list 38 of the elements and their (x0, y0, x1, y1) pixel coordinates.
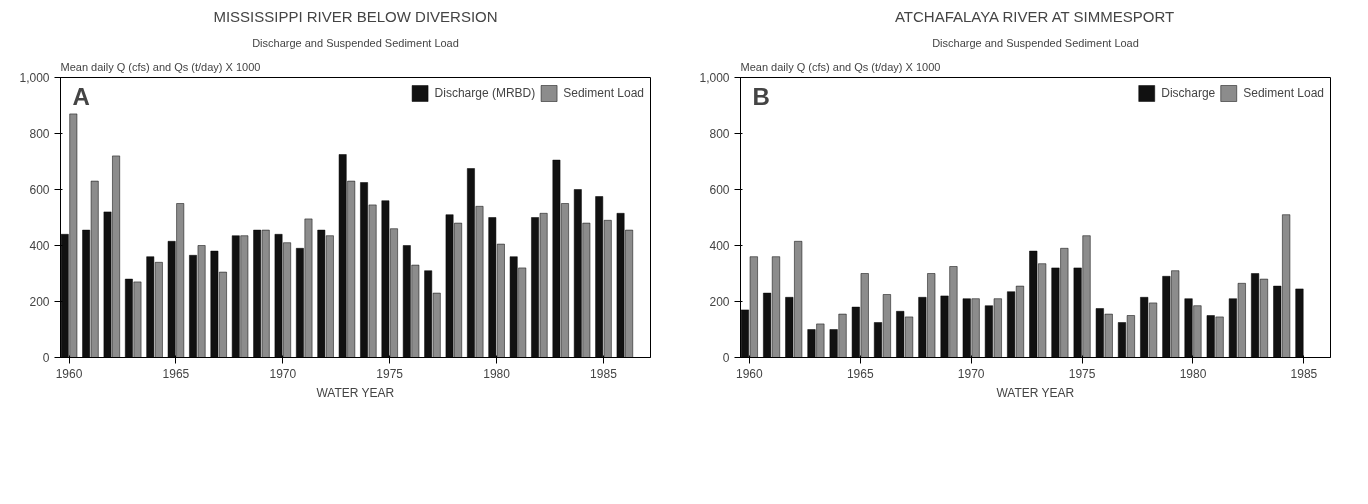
y-axis-title: Mean daily Q (cfs) and Qs (t/day) X 1000 (740, 60, 941, 73)
y-tick-label: 200 (709, 295, 730, 309)
y-tick-label: 800 (29, 127, 50, 141)
x-tick-label: 1975 (1068, 366, 1096, 381)
legend-label: Sediment Load (1243, 86, 1324, 100)
x-tick-label: 1975 (376, 366, 404, 381)
x-tick-label: 1970 (269, 366, 297, 381)
x-tick-label: 1980 (483, 366, 511, 381)
legend-label: Discharge (MRBD) (434, 86, 536, 100)
chart-subtitle: Discharge and Suspended Sediment Load (932, 36, 1139, 49)
x-axis-title: WATER YEAR (996, 385, 1075, 400)
y-tick-label: 200 (29, 295, 50, 309)
chart-title: MISSISSIPPI RIVER BELOW DIVERSION (213, 7, 498, 25)
annotation: B (752, 82, 770, 110)
y-tick-label: 400 (29, 239, 50, 253)
y-axis-title: Mean daily Q (cfs) and Qs (t/day) X 1000 (60, 60, 261, 73)
x-axis-title: WATER YEAR (316, 385, 395, 400)
y-tick-label: 0 (42, 351, 50, 365)
y-tick-label: 1,000 (699, 71, 730, 85)
chart-title: ATCHAFALAYA RIVER AT SIMMESPORT (894, 7, 1175, 25)
x-tick-label: 1965 (846, 366, 874, 381)
y-tick-label: 400 (709, 239, 730, 253)
annotation: A (72, 82, 90, 110)
y-tick-label: 0 (722, 351, 730, 365)
x-tick-label: 1985 (590, 366, 618, 381)
x-tick-label: 1965 (162, 366, 190, 381)
legend-label: Sediment Load (563, 86, 644, 100)
chart-subtitle: Discharge and Suspended Sediment Load (252, 36, 459, 49)
x-tick-label: 1960 (736, 366, 764, 381)
y-tick-label: 800 (709, 127, 730, 141)
y-tick-label: 600 (709, 183, 730, 197)
legend-label: Discharge (1161, 86, 1216, 100)
x-tick-label: 1960 (55, 366, 83, 381)
x-tick-label: 1980 (1179, 366, 1207, 381)
y-tick-label: 600 (29, 183, 50, 197)
x-tick-label: 1970 (957, 366, 985, 381)
x-tick-label: 1985 (1290, 366, 1318, 381)
y-tick-label: 1,000 (19, 71, 50, 85)
